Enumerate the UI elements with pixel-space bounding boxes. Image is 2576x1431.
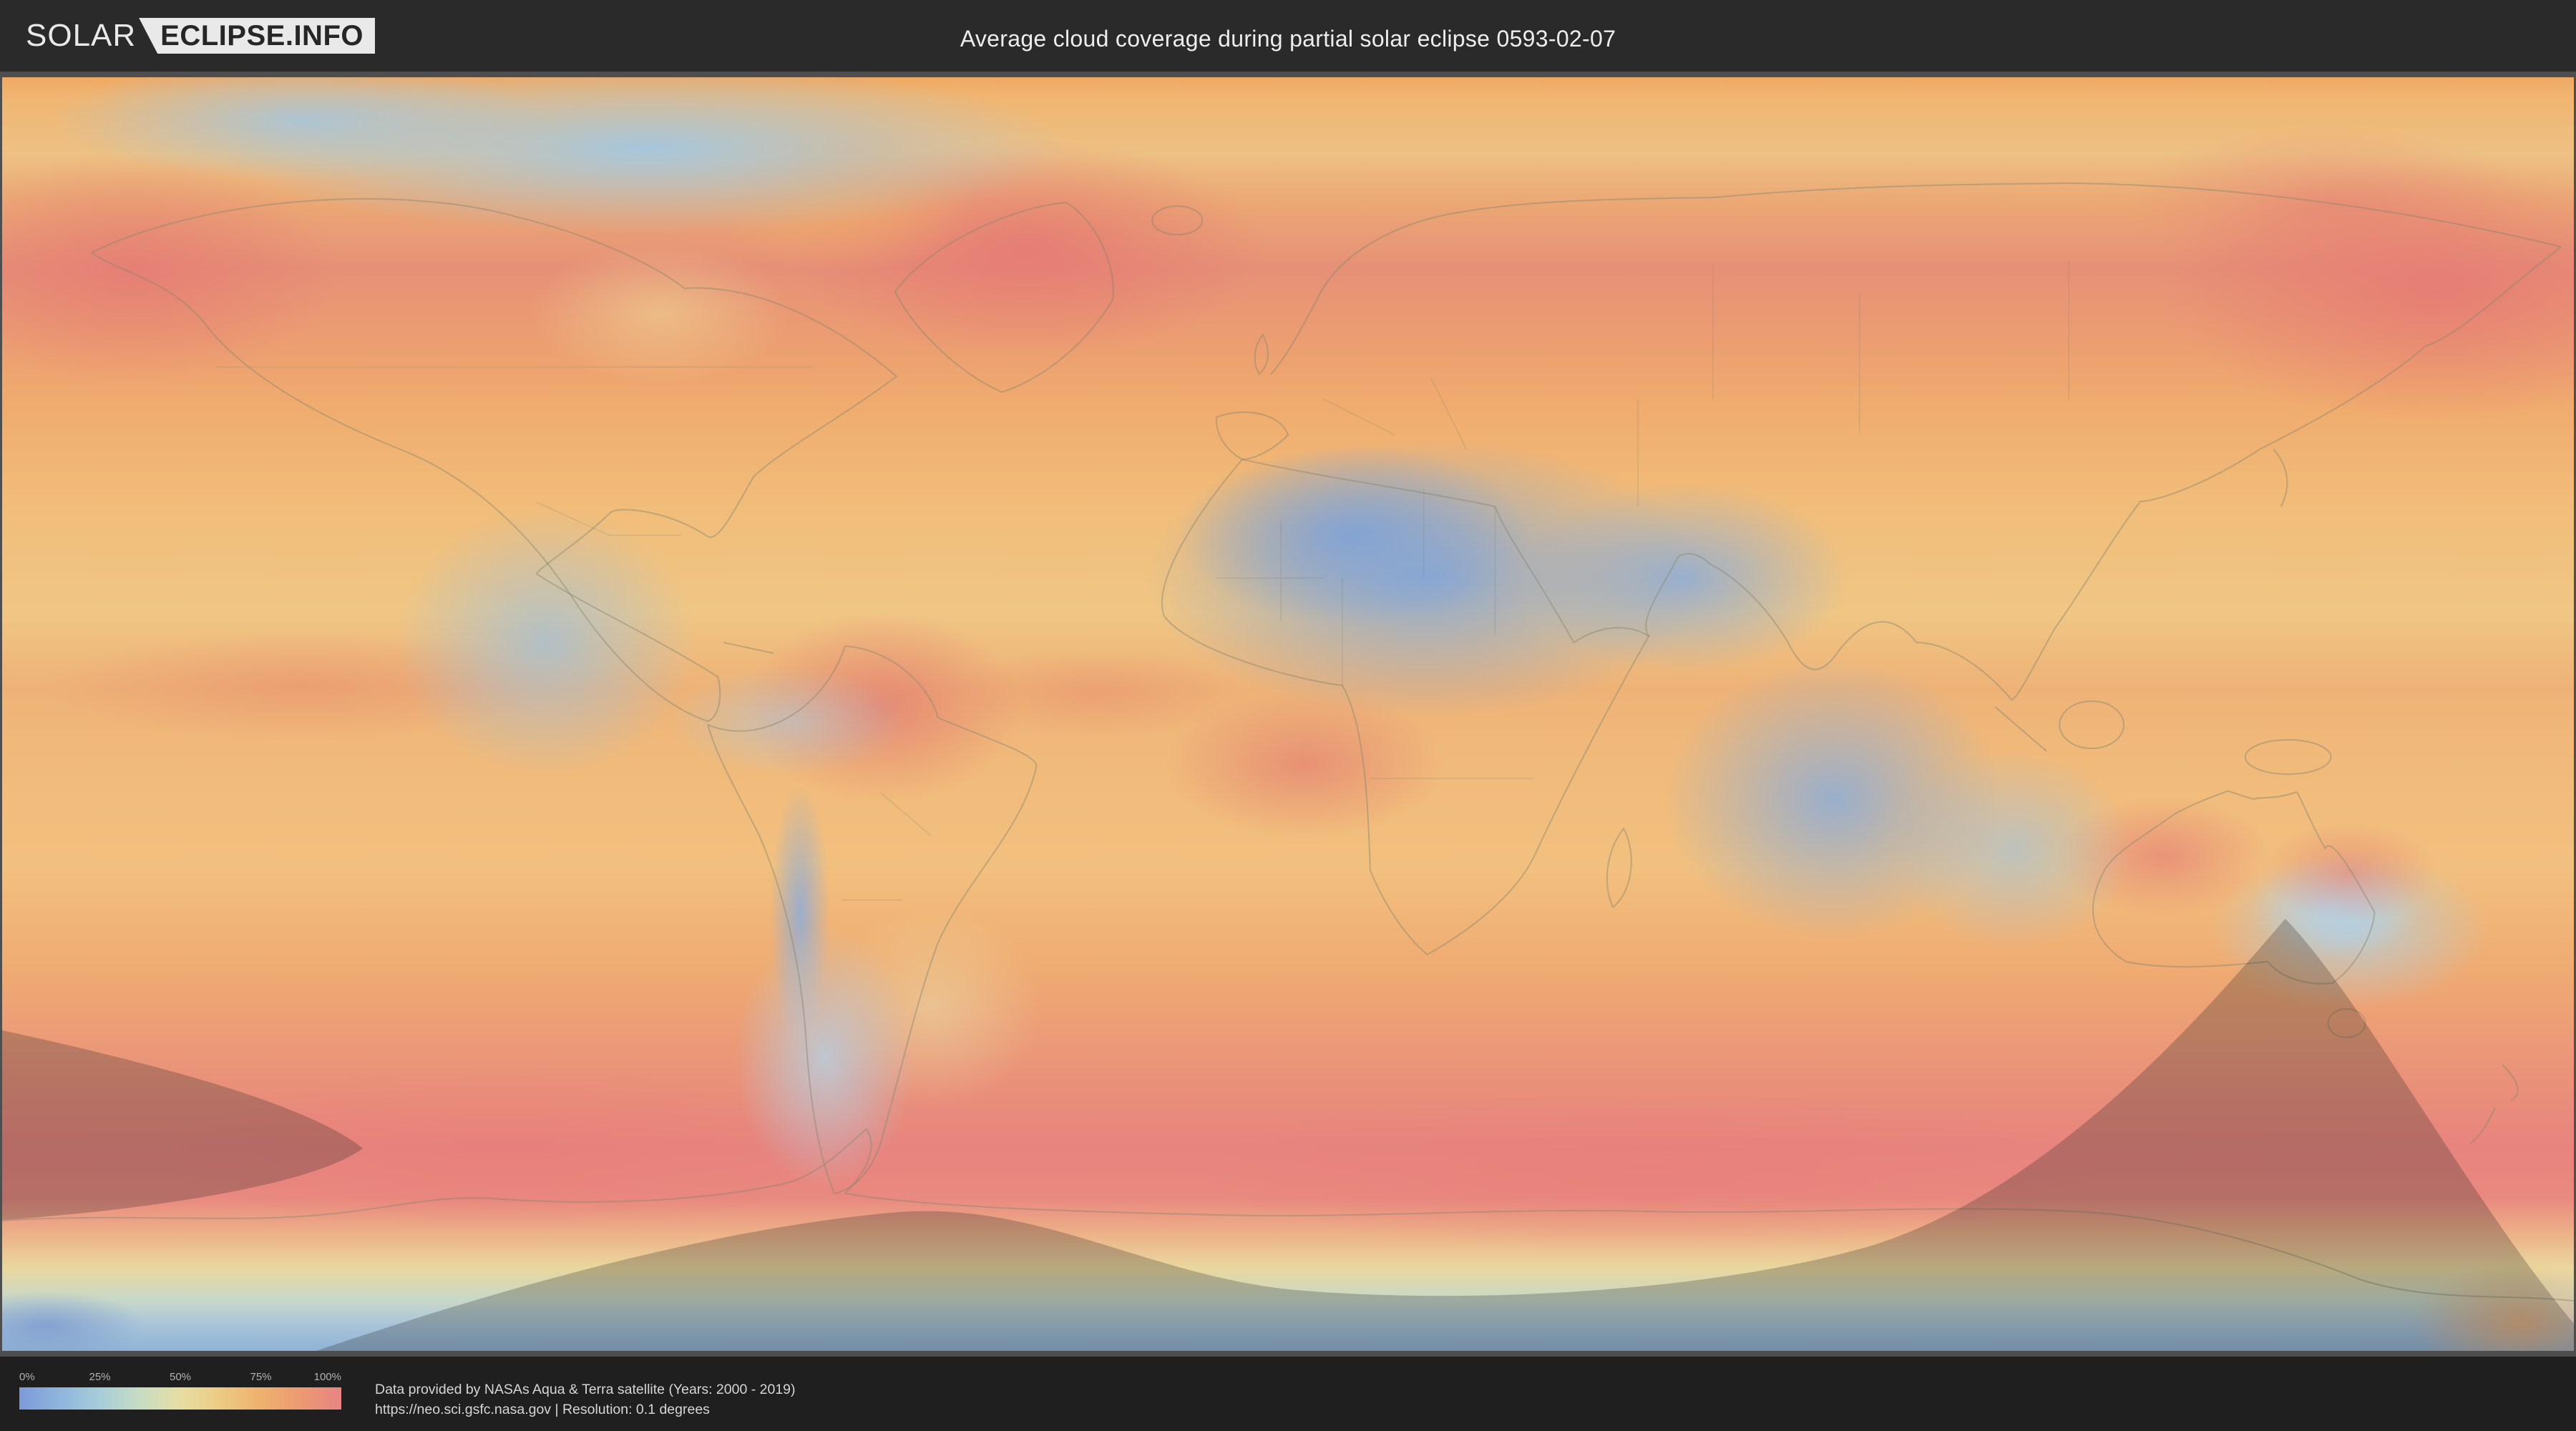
- attribution-line-2: https://neo.sci.gsfc.nasa.gov | Resoluti…: [375, 1402, 710, 1417]
- map-outline-and-shadow-overlay: [2, 182, 2574, 1351]
- legend-tick-75: 75%: [250, 1371, 272, 1383]
- data-attribution: Data provided by NASAs Aqua & Terra sate…: [375, 1379, 796, 1420]
- legend-tick-labels: 0% 25% 50% 75% 100%: [19, 1369, 341, 1387]
- site-header: SOLAR - ECLIPSE.INFO Average cloud cover…: [0, 0, 2576, 72]
- continent-outlines: [2, 182, 2574, 1301]
- page-footer: [0, 1357, 2576, 1431]
- logo-box: - ECLIPSE.INFO: [139, 18, 375, 54]
- country-borders: [216, 260, 2069, 901]
- cloud-coverage-legend: 0% 25% 50% 75% 100%: [19, 1369, 341, 1410]
- eclipse-shadow-overlay: [2, 919, 2574, 1351]
- legend-tick-0: 0%: [19, 1371, 35, 1383]
- logo-text-eclipse-info: ECLIPSE.INFO: [160, 19, 364, 52]
- logo-text-solar: SOLAR: [26, 18, 137, 53]
- legend-tick-25: 25%: [89, 1371, 111, 1383]
- page-title: Average cloud coverage during partial so…: [960, 26, 1616, 52]
- attribution-line-1: Data provided by NASAs Aqua & Terra sate…: [375, 1382, 796, 1397]
- legend-tick-50: 50%: [169, 1371, 192, 1383]
- site-logo[interactable]: SOLAR - ECLIPSE.INFO: [26, 17, 375, 54]
- cloud-coverage-heatmap: [2, 77, 2574, 1351]
- legend-color-gradient-bar: [19, 1387, 341, 1410]
- legend-tick-100: 100%: [313, 1371, 341, 1383]
- world-cloud-coverage-map: [0, 72, 2576, 1357]
